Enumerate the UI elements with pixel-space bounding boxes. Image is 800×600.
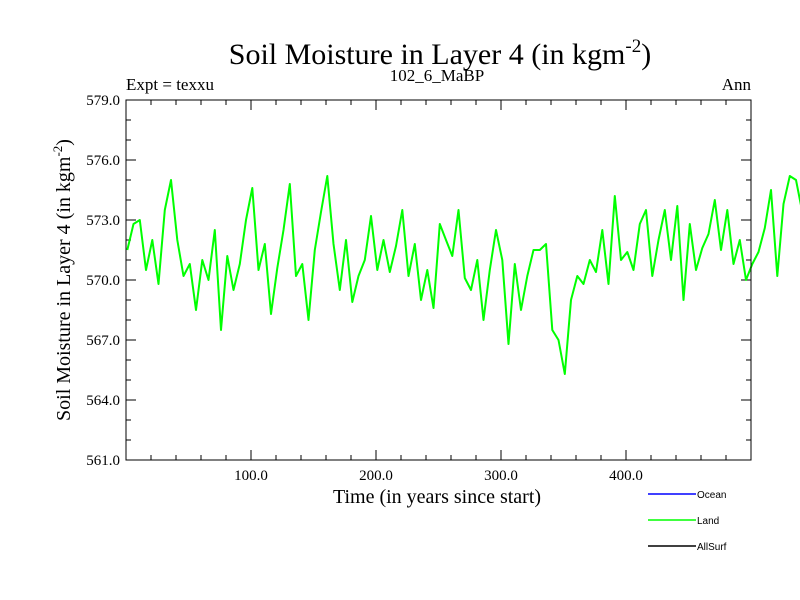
subtitle-season: Ann (722, 75, 752, 94)
x-tick-label: 100.0 (234, 468, 268, 484)
axis-ticks: 100.0 200.0 300.0 400.0 561.0 564.0 567.0 570.0… (86, 93, 751, 484)
x-tick-label: 200.0 (359, 468, 393, 484)
legend-label-ocean: Ocean (697, 490, 726, 501)
legend-label-allsurf: AllSurf (697, 542, 727, 553)
chart-title: Soil Moisture in Layer 4 (in kgm-2) (229, 36, 651, 71)
y-tick-label: 573.0 (86, 213, 120, 229)
y-tick-label: 567.0 (86, 333, 120, 349)
legend-label-land: Land (697, 516, 719, 527)
y-tick-label: 561.0 (86, 453, 120, 469)
legend: Ocean Land AllSurf (648, 490, 727, 553)
y-tick-label: 576.0 (86, 153, 120, 169)
x-axis-label: Time (in years since start) (333, 486, 541, 508)
plot-frame (125, 99, 752, 461)
y-tick-label: 570.0 (86, 273, 120, 289)
x-tick-label: 300.0 (484, 468, 518, 484)
y-tick-label: 564.0 (86, 393, 120, 409)
series-line-land (126, 175, 800, 375)
subtitle-run: 102_6_MaBP (390, 66, 484, 85)
y-axis-label: Soil Moisture in Layer 4 (in kgm-2) (50, 139, 75, 421)
y-tick-label: 579.0 (86, 93, 120, 109)
subtitle-expt: Expt = texxu (126, 75, 214, 94)
x-tick-label: 400.0 (609, 468, 643, 484)
series-group (126, 175, 800, 375)
